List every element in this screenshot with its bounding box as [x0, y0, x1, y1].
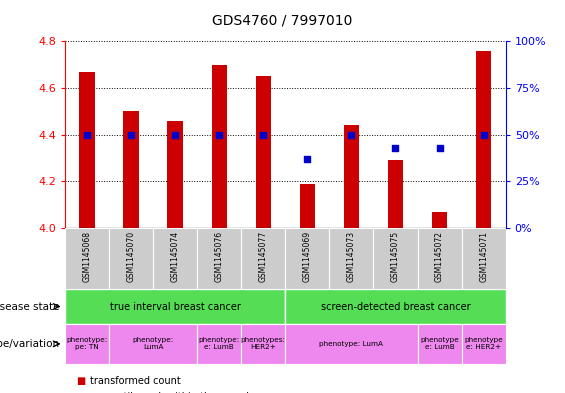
Point [303, 156, 312, 162]
Bar [388, 160, 403, 228]
Bar [123, 111, 139, 228]
Bar [476, 51, 492, 228]
Point [127, 131, 136, 138]
Text: phenotype
e: LumB: phenotype e: LumB [420, 337, 459, 351]
Bar [418, 228, 462, 289]
Bar [373, 228, 418, 289]
Bar [109, 228, 153, 289]
Bar [65, 324, 109, 364]
Bar [432, 211, 447, 228]
Bar [79, 72, 95, 228]
Point [215, 131, 224, 138]
Bar [211, 64, 227, 228]
Bar [462, 228, 506, 289]
Point [347, 131, 356, 138]
Text: screen-detected breast cancer: screen-detected breast cancer [321, 301, 470, 312]
Point [479, 131, 488, 138]
Point [391, 145, 400, 151]
Text: ■: ■ [76, 376, 85, 386]
Bar [285, 324, 418, 364]
Bar [197, 228, 241, 289]
Bar [65, 228, 109, 289]
Text: phenotypes:
HER2+: phenotypes: HER2+ [241, 337, 286, 351]
Bar [153, 228, 197, 289]
Bar [418, 324, 462, 364]
Text: GDS4760 / 7997010: GDS4760 / 7997010 [212, 14, 353, 28]
Text: GSM1145073: GSM1145073 [347, 231, 356, 282]
Point [171, 131, 180, 138]
Bar [299, 184, 315, 228]
Bar [241, 228, 285, 289]
Text: phenotype:
LumA: phenotype: LumA [132, 337, 174, 351]
Point [435, 145, 444, 151]
Bar [167, 121, 183, 228]
Text: genotype/variation: genotype/variation [0, 339, 59, 349]
Text: percentile rank within the sample: percentile rank within the sample [90, 392, 255, 393]
Text: GSM1145070: GSM1145070 [127, 231, 136, 282]
Bar [65, 289, 285, 324]
Text: GSM1145068: GSM1145068 [82, 231, 92, 282]
Text: GSM1145075: GSM1145075 [391, 231, 400, 282]
Bar [344, 125, 359, 228]
Text: phenotype: LumA: phenotype: LumA [319, 341, 384, 347]
Bar [255, 76, 271, 228]
Bar [197, 324, 241, 364]
Text: phenotype:
e: LumB: phenotype: e: LumB [198, 337, 240, 351]
Text: GSM1145076: GSM1145076 [215, 231, 224, 282]
Text: GSM1145069: GSM1145069 [303, 231, 312, 282]
Text: transformed count: transformed count [90, 376, 181, 386]
Bar [462, 324, 506, 364]
Text: GSM1145077: GSM1145077 [259, 231, 268, 282]
Text: disease state: disease state [0, 301, 59, 312]
Bar [241, 324, 285, 364]
Point [82, 131, 92, 138]
Text: phenotype:
pe: TN: phenotype: pe: TN [66, 337, 108, 351]
Text: GSM1145074: GSM1145074 [171, 231, 180, 282]
Text: true interval breast cancer: true interval breast cancer [110, 301, 241, 312]
Bar [285, 228, 329, 289]
Text: phenotype
e: HER2+: phenotype e: HER2+ [464, 337, 503, 351]
Bar [285, 289, 506, 324]
Point [259, 131, 268, 138]
Text: GSM1145072: GSM1145072 [435, 231, 444, 282]
Text: ■: ■ [76, 392, 85, 393]
Text: GSM1145071: GSM1145071 [479, 231, 488, 282]
Bar [109, 324, 197, 364]
Bar [329, 228, 373, 289]
